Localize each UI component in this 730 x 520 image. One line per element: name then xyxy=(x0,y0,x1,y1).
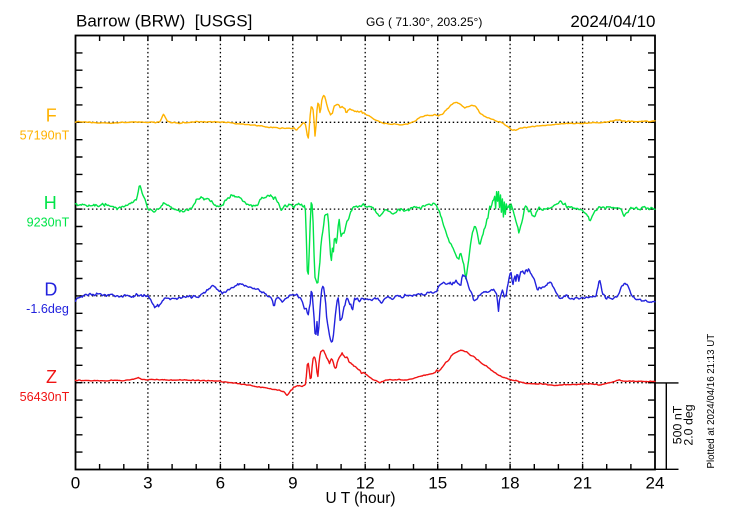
svg-text:F: F xyxy=(46,106,57,126)
svg-text:H: H xyxy=(44,193,57,213)
svg-text:2.0 deg: 2.0 deg xyxy=(682,404,696,445)
svg-text:Barrow (BRW) [USGS]: Barrow (BRW) [USGS] xyxy=(76,12,252,31)
svg-text:6: 6 xyxy=(216,473,225,492)
svg-text:-1.6deg: -1.6deg xyxy=(26,302,69,316)
svg-text:24: 24 xyxy=(646,473,665,492)
svg-text:21: 21 xyxy=(573,473,592,492)
svg-text:GG ( 71.30°, 203.25°): GG ( 71.30°, 203.25°) xyxy=(366,15,482,29)
svg-text:Z: Z xyxy=(46,367,57,387)
svg-text:56430nT: 56430nT xyxy=(20,390,70,404)
svg-text:15: 15 xyxy=(428,473,447,492)
svg-text:9230nT: 9230nT xyxy=(27,216,70,230)
svg-text:2024/04/10: 2024/04/10 xyxy=(570,12,655,31)
svg-text:0: 0 xyxy=(71,473,80,492)
svg-text:9: 9 xyxy=(288,473,297,492)
svg-text:500 nT: 500 nT xyxy=(671,405,685,444)
svg-text:Plotted at 2024/04/16 21:13 UT: Plotted at 2024/04/16 21:13 UT xyxy=(706,334,717,469)
svg-text:18: 18 xyxy=(501,473,520,492)
svg-text:U T (hour): U T (hour) xyxy=(325,490,395,507)
svg-text:D: D xyxy=(44,279,57,299)
svg-text:12: 12 xyxy=(356,473,375,492)
svg-text:3: 3 xyxy=(143,473,152,492)
svg-text:57190nT: 57190nT xyxy=(20,129,70,143)
